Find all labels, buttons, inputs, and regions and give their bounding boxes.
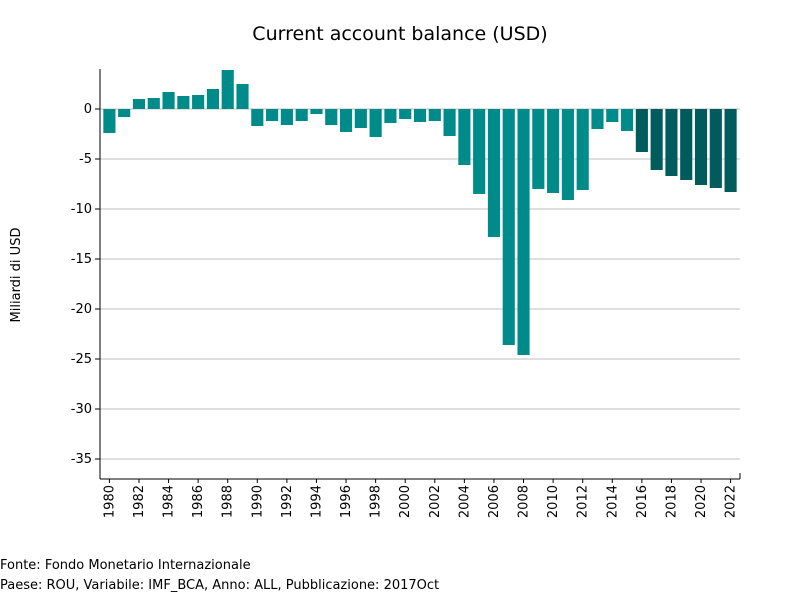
bars bbox=[103, 70, 737, 355]
bar-2006 bbox=[487, 109, 501, 237]
bar-2003 bbox=[443, 109, 456, 136]
x-tick-label: 1984 bbox=[162, 485, 177, 518]
x-tick-label: 1986 bbox=[191, 485, 206, 518]
x-ticks: 1980 1982 1984 1986 1988 1990 1992 1994 1996 1998… bbox=[102, 479, 739, 518]
x-tick-label: 1990 bbox=[250, 485, 265, 518]
bar-2019 bbox=[680, 109, 693, 180]
gridlines bbox=[100, 108, 740, 460]
bar-2011 bbox=[561, 109, 574, 200]
bar-2018 bbox=[665, 109, 678, 176]
bar-2020 bbox=[694, 109, 708, 185]
bar-1984 bbox=[162, 92, 175, 109]
y-axis-label: Miliardi di USD bbox=[9, 228, 24, 323]
bar-1996 bbox=[339, 109, 353, 132]
source-note: Fonte: Fondo Monetario Internazionale bbox=[0, 558, 251, 573]
bar-1985 bbox=[177, 96, 190, 109]
x-tick-label: 2014 bbox=[605, 485, 620, 518]
bar-2005 bbox=[473, 109, 486, 194]
x-tick-label: 2018 bbox=[664, 485, 679, 518]
bar-1999 bbox=[384, 109, 397, 123]
bar-2010 bbox=[547, 109, 560, 193]
bar-2015 bbox=[621, 109, 634, 131]
bar-2007 bbox=[502, 109, 515, 345]
bar-2000 bbox=[399, 109, 412, 119]
y-tick-label: -15 bbox=[71, 252, 92, 267]
y-tick-label: -20 bbox=[71, 302, 92, 317]
x-tick-label: 1988 bbox=[221, 485, 236, 518]
bar-2013 bbox=[591, 109, 604, 129]
bar-1991 bbox=[266, 109, 279, 121]
axes bbox=[99, 69, 741, 480]
x-tick-label: 2000 bbox=[398, 485, 413, 518]
x-tick-label: 1996 bbox=[339, 485, 354, 518]
bar-2014 bbox=[606, 109, 619, 122]
y-tick-label: -30 bbox=[71, 402, 92, 417]
x-tick-label: 1992 bbox=[280, 485, 295, 518]
bar-2021 bbox=[709, 109, 722, 188]
bar-1989 bbox=[236, 84, 249, 109]
bar-1992 bbox=[280, 109, 293, 125]
bar-1995 bbox=[325, 109, 338, 125]
bar-2004 bbox=[458, 109, 471, 165]
bar-2008 bbox=[517, 109, 530, 355]
bar-1980 bbox=[103, 109, 116, 133]
bar-2009 bbox=[532, 109, 545, 189]
bar-2016 bbox=[635, 109, 648, 152]
bar-1988 bbox=[221, 70, 234, 109]
x-tick-label: 2002 bbox=[428, 485, 443, 518]
x-tick-label: 1980 bbox=[102, 485, 117, 518]
bar-2002 bbox=[428, 109, 441, 121]
bar-1994 bbox=[310, 109, 323, 114]
y-tick-label: -35 bbox=[71, 452, 92, 467]
y-ticks: 0 -5 -10 -15 -20 -25 -30 -35 bbox=[71, 102, 100, 467]
bar-1993 bbox=[295, 109, 308, 121]
y-tick-label: -5 bbox=[79, 152, 92, 167]
x-tick-label: 2004 bbox=[457, 485, 472, 518]
x-tick-label: 2008 bbox=[517, 485, 532, 518]
bar-2017 bbox=[650, 109, 663, 170]
x-tick-label: 1998 bbox=[369, 485, 384, 518]
x-tick-label: 2006 bbox=[487, 485, 502, 518]
bar-1983 bbox=[147, 98, 160, 109]
x-tick-label: 2020 bbox=[694, 485, 709, 518]
bar-1982 bbox=[132, 99, 146, 109]
bar-1986 bbox=[192, 95, 205, 109]
y-tick-label: -25 bbox=[71, 352, 92, 367]
bar-2001 bbox=[413, 109, 427, 122]
x-tick-label: 2012 bbox=[576, 485, 591, 518]
details-note: Paese: ROU, Variabile: IMF_BCA, Anno: AL… bbox=[0, 578, 440, 593]
chart-title: Current account balance (USD) bbox=[252, 23, 547, 45]
bar-2022 bbox=[724, 109, 737, 192]
bar-1987 bbox=[206, 89, 219, 109]
y-tick-label: -10 bbox=[71, 202, 92, 217]
x-tick-label: 2022 bbox=[724, 485, 739, 518]
x-tick-label: 2016 bbox=[635, 485, 650, 518]
x-tick-label: 1994 bbox=[309, 485, 324, 518]
bar-1981 bbox=[118, 109, 131, 117]
bar-1997 bbox=[354, 109, 367, 128]
bar-2012 bbox=[576, 109, 589, 190]
x-tick-label: 2010 bbox=[546, 485, 561, 518]
bar-1998 bbox=[369, 109, 382, 137]
bar-1990 bbox=[251, 109, 264, 126]
y-tick-label: 0 bbox=[84, 102, 92, 117]
x-tick-label: 1982 bbox=[132, 485, 147, 518]
